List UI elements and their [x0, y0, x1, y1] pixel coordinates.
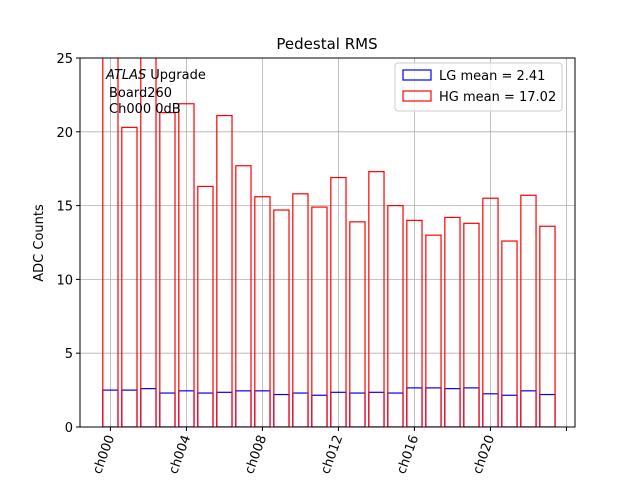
y-axis-label: ADC Counts	[32, 204, 47, 282]
bar	[216, 114, 233, 427]
bar	[140, 58, 157, 427]
plot-frame	[79, 57, 576, 428]
bar	[425, 234, 442, 427]
bar	[273, 209, 290, 427]
y-tick-label: 15	[56, 200, 73, 215]
bar	[311, 206, 328, 427]
legend-box	[394, 62, 563, 112]
annotation-italic: ATLAS	[105, 68, 146, 83]
bar	[482, 197, 499, 427]
y-tick-label: 5	[65, 347, 73, 362]
bar	[406, 219, 423, 427]
bar	[159, 112, 176, 427]
bar	[444, 216, 461, 427]
chart-title: Pedestal RMS	[276, 35, 377, 53]
legend-label: LG mean = 2.41	[439, 69, 545, 84]
bar	[254, 196, 271, 427]
bar	[368, 171, 385, 427]
bar	[520, 194, 537, 427]
bar	[330, 176, 347, 427]
bar	[501, 240, 518, 427]
y-tick-label: 0	[65, 421, 73, 436]
annotation: Ch000 0dB	[109, 102, 181, 117]
bar	[197, 185, 214, 427]
annotation-text: Upgrade	[150, 68, 206, 83]
bar	[387, 205, 404, 427]
y-tick-label: 10	[56, 273, 73, 288]
bar	[235, 165, 252, 427]
y-tick-label: 20	[56, 126, 73, 141]
legend-label: HG mean = 17.02	[439, 90, 556, 105]
bar	[349, 221, 366, 427]
y-tick-label: 25	[56, 52, 73, 67]
legend-swatch	[402, 90, 432, 102]
legend-swatch	[402, 69, 432, 81]
annotation: Board260	[109, 86, 172, 101]
annotation: ATLAS Upgrade	[105, 68, 206, 83]
bar	[463, 222, 480, 427]
bar	[292, 193, 309, 427]
